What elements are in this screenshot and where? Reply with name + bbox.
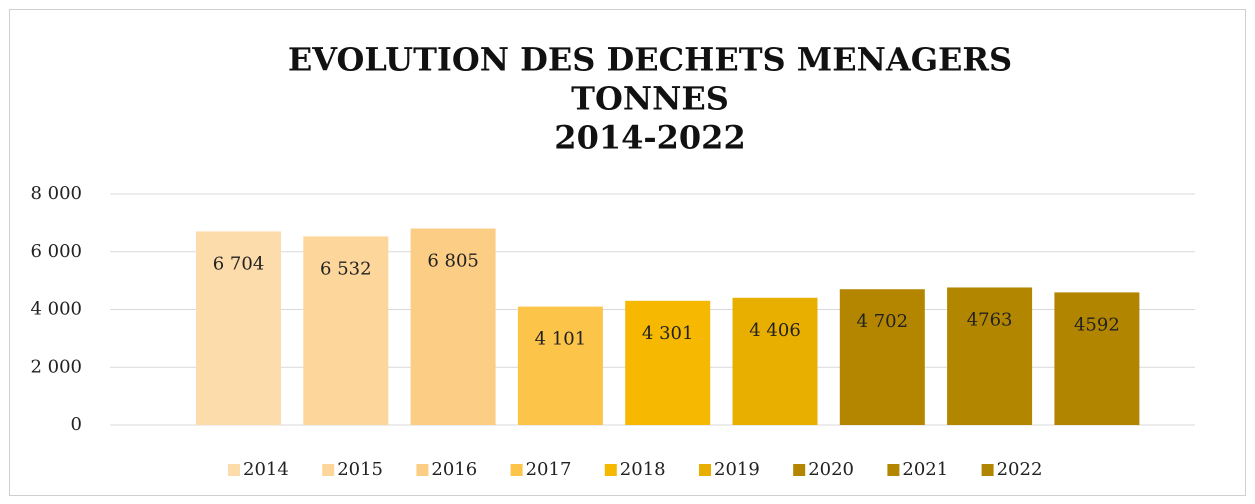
data-label: 4 101 [535, 329, 587, 350]
legend-swatch [228, 464, 240, 476]
legend-swatch [604, 464, 617, 476]
bar [625, 300, 711, 425]
legend-label: 2018 [620, 459, 666, 480]
bar [839, 289, 925, 425]
data-label: 6 805 [427, 251, 479, 272]
legend-label: 2021 [902, 459, 948, 480]
legend-label: 2019 [714, 459, 760, 480]
chart-title: EVOLUTION DES DECHETS MENAGERS [288, 41, 1012, 79]
bar [196, 231, 281, 425]
y-tick-label: 4 000 [30, 299, 82, 320]
legend-swatch [510, 464, 523, 476]
y-tick-label: 6 000 [30, 241, 82, 262]
data-label: 6 532 [320, 258, 372, 279]
legend-swatch [416, 464, 429, 476]
chart-title: TONNES [571, 80, 729, 118]
y-tick-label: 0 [71, 414, 82, 435]
legend-swatch [322, 464, 335, 476]
legend-swatch [981, 464, 994, 476]
data-label: 4 301 [642, 323, 694, 344]
data-label: 4 702 [857, 311, 909, 332]
legend-swatch [793, 464, 806, 476]
legend-label: 2020 [808, 459, 854, 480]
legend-label: 2016 [431, 459, 477, 480]
legend-label: 2014 [243, 459, 289, 480]
bar [947, 287, 1033, 425]
chart-title: 2014-2022 [554, 119, 745, 157]
bar [732, 297, 818, 425]
y-tick-label: 8 000 [30, 183, 82, 204]
legend-label: 2017 [526, 459, 572, 480]
bar [1054, 292, 1140, 425]
legend-label: 2022 [997, 459, 1043, 480]
data-label: 6 704 [213, 253, 265, 274]
legend-label: 2015 [337, 459, 383, 480]
data-label: 4763 [967, 309, 1013, 330]
legend-swatch [887, 464, 900, 476]
data-label: 4592 [1074, 314, 1120, 335]
bar [517, 306, 603, 425]
y-tick-label: 2 000 [30, 356, 82, 377]
data-label: 4 406 [749, 320, 801, 341]
legend-swatch [699, 464, 711, 476]
bar [303, 236, 389, 425]
bar [410, 228, 496, 425]
